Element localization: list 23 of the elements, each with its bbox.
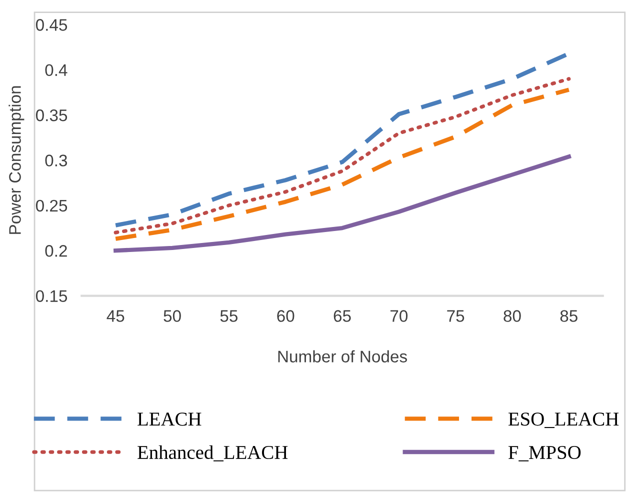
legend-label: F_MPSO [508, 446, 581, 462]
x-tick-label: 60 [277, 310, 294, 322]
x-tick-label: 50 [164, 310, 181, 322]
legend-label: LEACH [138, 412, 202, 426]
legend-label: Enhanced_LEACH [138, 445, 288, 462]
y-tick-label: 0.2 [45, 245, 67, 257]
x-tick-label: 80 [504, 310, 521, 322]
y-tick-label: 0.3 [45, 154, 68, 166]
y-tick-label: 0.15 [36, 290, 68, 302]
y-tick-label: 0.35 [36, 109, 68, 122]
x-tick-label: 70 [390, 310, 408, 322]
y-tick-label: 0.25 [36, 200, 68, 212]
y-tick-label: 0.45 [36, 19, 68, 31]
x-tick-label: 85 [560, 310, 578, 322]
line-series [114, 154, 571, 253]
y-tick-label: 0.4 [45, 64, 68, 76]
x-tick-label: 75 [447, 310, 464, 322]
y-axis-title: Power Consumption [8, 86, 24, 234]
x-axis-title: Number of Nodes [278, 350, 407, 362]
x-tick-label: 65 [334, 310, 351, 322]
x-tick-label: 45 [106, 310, 124, 322]
legend-label: ESO_LEACH [508, 412, 619, 428]
x-tick-label: 55 [220, 310, 238, 322]
